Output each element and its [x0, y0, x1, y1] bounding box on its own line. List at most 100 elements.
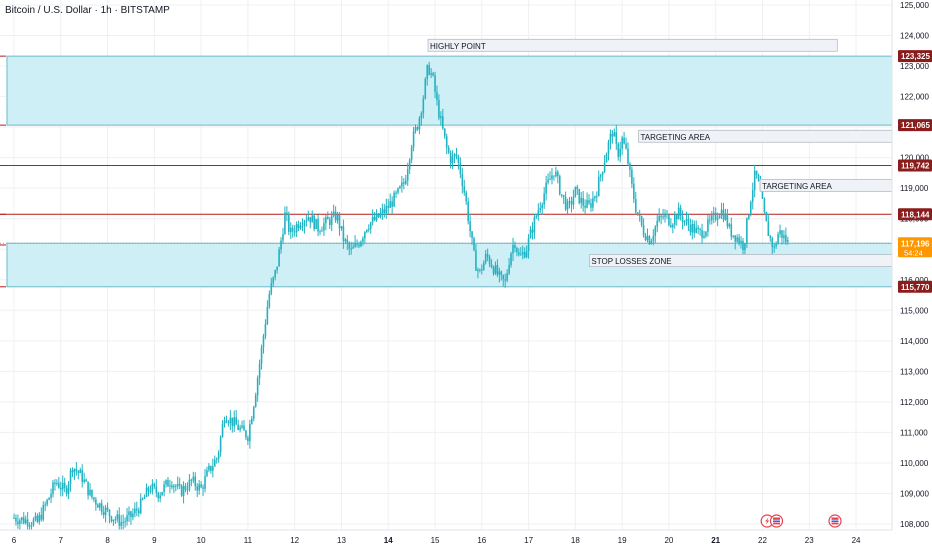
candle-body	[646, 236, 649, 241]
candle-body	[227, 422, 230, 424]
price-tag: 115,770	[898, 280, 932, 293]
candle-body	[124, 521, 126, 523]
candle	[87, 481, 89, 500]
candle-body	[459, 162, 462, 175]
candle-body	[237, 424, 239, 430]
candle	[198, 479, 200, 495]
candle-body	[81, 469, 84, 482]
candle	[451, 150, 454, 170]
candle-body	[249, 424, 251, 442]
candle-body	[397, 188, 399, 193]
candle-body	[134, 508, 136, 514]
candle	[233, 410, 236, 432]
candle	[393, 190, 395, 208]
candle	[174, 483, 177, 492]
candle-body	[420, 113, 423, 119]
candle-body	[432, 73, 434, 76]
candle-body	[718, 215, 721, 219]
candle-body	[761, 190, 764, 199]
candle	[346, 235, 349, 251]
candle	[104, 504, 107, 523]
candle	[50, 488, 52, 504]
candle	[440, 111, 442, 126]
candle	[336, 211, 339, 224]
candle	[447, 145, 450, 154]
candle-body	[779, 230, 781, 235]
candle	[19, 517, 21, 531]
candle	[38, 512, 41, 525]
candle	[479, 268, 481, 273]
candle-body	[531, 229, 534, 233]
candle	[114, 516, 117, 524]
candle-body	[336, 214, 339, 221]
candle-body	[319, 231, 321, 233]
candle	[235, 410, 238, 425]
candle-body	[93, 497, 95, 500]
candle-body	[537, 210, 540, 216]
candle-body	[773, 246, 775, 248]
candle-body	[367, 228, 370, 230]
candle-body	[549, 179, 551, 181]
candle	[406, 162, 409, 186]
candle	[566, 198, 569, 216]
candle	[169, 479, 171, 494]
candle-body	[634, 199, 637, 213]
candle-body	[274, 270, 276, 278]
candle	[98, 502, 101, 511]
candle-body	[712, 212, 715, 216]
candle-body	[403, 182, 405, 184]
candle-body	[547, 179, 549, 183]
candle-body	[303, 221, 306, 227]
candle-body	[615, 132, 618, 144]
candle-body	[662, 216, 664, 218]
candle	[769, 234, 772, 242]
candle	[438, 94, 440, 121]
candle	[490, 259, 493, 269]
candle-body	[500, 271, 503, 275]
candle	[112, 519, 115, 526]
candle-body	[451, 156, 454, 164]
candle	[280, 237, 282, 254]
candle-body	[289, 227, 292, 233]
candle-body	[110, 516, 113, 522]
flag-icon	[828, 514, 842, 528]
candle	[192, 471, 195, 484]
candle	[514, 241, 516, 253]
candle	[313, 214, 315, 232]
candle-body	[683, 220, 686, 223]
candle-body	[746, 218, 748, 244]
candle	[389, 193, 391, 208]
candle-body	[132, 513, 134, 518]
candle-body	[67, 484, 70, 494]
candle-body	[54, 482, 56, 484]
candle-body	[574, 186, 577, 198]
time-tick-label: 6	[12, 536, 17, 545]
candle-body	[369, 222, 372, 229]
candle	[625, 137, 627, 150]
annotation-4: STOP LOSSES ZONE	[588, 254, 893, 267]
candle	[531, 222, 534, 240]
candle	[652, 229, 655, 246]
candle-body	[350, 248, 353, 250]
candle-body	[379, 213, 382, 218]
candle-body	[266, 307, 269, 325]
flag-stripe	[831, 520, 839, 522]
flag-stripe	[773, 517, 781, 520]
candle	[364, 231, 366, 244]
candle-body	[215, 458, 218, 460]
price-tag: 123,325	[898, 50, 932, 63]
candle	[204, 468, 206, 493]
candle	[523, 247, 526, 259]
last-price-countdown: 54:24	[904, 248, 923, 257]
candle-body	[340, 226, 343, 229]
candle-body	[693, 224, 696, 233]
price-tick-label: 122,000	[900, 93, 929, 102]
candle-body	[611, 133, 614, 137]
candle-body	[557, 171, 559, 177]
candle-body	[210, 465, 212, 471]
candle-body	[707, 219, 709, 232]
candle	[422, 95, 425, 119]
candle-body	[334, 211, 337, 221]
candle-body	[584, 205, 586, 208]
